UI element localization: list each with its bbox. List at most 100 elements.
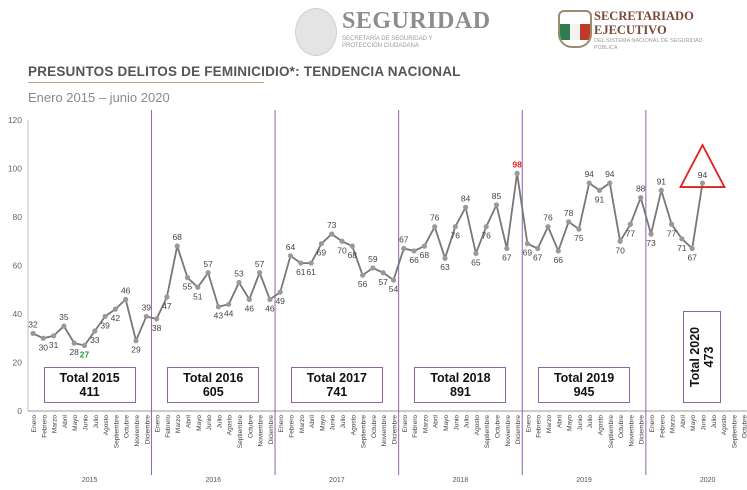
data-label: 35: [59, 312, 69, 322]
data-point: [566, 219, 572, 225]
month-tick-label: Junio: [453, 415, 460, 431]
month-tick-label: Marzo: [422, 415, 429, 433]
data-point: [638, 195, 644, 201]
secretariado-title-line-1: SECRETARIADO: [594, 9, 694, 23]
y-tick-label: 80: [13, 212, 23, 222]
month-tick-label: Octubre: [742, 415, 747, 439]
data-point: [658, 187, 664, 193]
month-tick-label: Octubre: [371, 415, 378, 439]
data-label: 73: [646, 238, 656, 248]
month-tick-label: Julio: [216, 415, 223, 429]
data-point: [607, 180, 613, 186]
data-point: [586, 180, 592, 186]
data-point: [452, 224, 458, 230]
data-point: [112, 306, 118, 312]
data-label: 46: [245, 303, 255, 313]
data-point: [524, 241, 531, 247]
year-label: 2016: [205, 477, 221, 484]
total-box-label: Total 2016: [183, 371, 244, 385]
data-point: [360, 272, 366, 278]
month-tick-label: Enero: [31, 415, 38, 433]
month-tick-label: Abril: [556, 414, 563, 428]
data-point: [51, 333, 57, 339]
secretariado-title-line-2: EJECUTIVO: [594, 23, 667, 37]
chart-subtitle: Enero 2015 – junio 2020: [28, 90, 170, 105]
month-tick-label: Marzo: [670, 415, 677, 433]
total-box-value: 741: [326, 385, 348, 399]
data-point: [504, 245, 510, 252]
total-box-value: 473: [702, 346, 716, 368]
data-label: 67: [502, 253, 512, 263]
data-label: 43: [214, 311, 224, 321]
data-label: 53: [234, 268, 244, 278]
data-label: 76: [430, 213, 440, 223]
y-tick-label: 120: [8, 115, 22, 125]
total-box-value: 945: [573, 385, 595, 399]
data-point: [236, 279, 242, 286]
total-box: Total 2020 473: [683, 311, 721, 403]
data-point: [679, 236, 685, 242]
data-point: [421, 243, 427, 249]
month-tick-label: Agosto: [227, 415, 234, 436]
data-label: 69: [523, 248, 533, 258]
data-label: 77: [626, 228, 636, 238]
data-label: 39: [100, 320, 110, 330]
month-tick-label: Febrero: [412, 415, 419, 438]
month-tick-label: Septiembre: [608, 415, 615, 449]
data-label: 55: [183, 282, 193, 292]
data-label: 66: [554, 255, 564, 265]
month-tick-label: Octubre: [124, 415, 131, 439]
data-label: 32: [28, 319, 38, 329]
data-label: 73: [327, 220, 337, 230]
data-label: 67: [399, 235, 409, 245]
data-label: 54: [389, 284, 399, 294]
data-point: [92, 328, 98, 334]
month-tick-label: Julio: [587, 415, 594, 429]
y-tick-label: 0: [17, 406, 22, 416]
month-tick-label: Febrero: [536, 415, 543, 438]
month-tick-label: Abril: [186, 414, 193, 428]
data-label: 91: [595, 194, 605, 204]
data-point: [380, 270, 386, 276]
data-label: 94: [698, 170, 708, 180]
data-label: 57: [378, 277, 388, 287]
data-point: [329, 231, 335, 237]
month-tick-label: Mayo: [196, 415, 203, 431]
seguridad-title: SEGURIDAD: [342, 8, 491, 34]
data-point: [411, 248, 417, 254]
data-label: 57: [255, 259, 265, 269]
total-box-label: Total 2020: [688, 326, 702, 388]
data-label: 31: [49, 340, 59, 350]
month-tick-label: Mayo: [443, 415, 450, 431]
data-point: [143, 313, 149, 320]
data-label: 66: [409, 255, 419, 265]
data-label: 84: [461, 193, 471, 203]
month-tick-label: Junio: [330, 415, 337, 431]
data-point: [164, 294, 170, 300]
data-point: [308, 260, 314, 266]
data-point: [596, 187, 603, 193]
month-tick-label: Junio: [206, 415, 213, 431]
month-tick-label: Junio: [83, 415, 90, 431]
data-point: [184, 275, 191, 281]
y-tick-label: 100: [8, 164, 22, 174]
year-label: 2020: [700, 477, 716, 484]
data-point: [257, 270, 263, 276]
data-point: [195, 284, 201, 290]
seguridad-subtitle: SECRETARÍA DE SEGURIDAD Y PROTECCIÓN CIU…: [342, 36, 433, 49]
month-tick-label: Octubre: [247, 415, 254, 439]
month-tick-label: Septiembre: [484, 415, 491, 449]
month-tick-label: Octubre: [495, 415, 502, 439]
month-tick-label: Julio: [340, 415, 347, 429]
data-point: [473, 250, 479, 256]
month-tick-label: Agosto: [474, 415, 481, 436]
data-label: 56: [358, 279, 368, 289]
data-label: 33: [90, 335, 100, 345]
data-label: 63: [440, 262, 450, 272]
total-box-label: Total 2017: [306, 371, 367, 385]
data-point: [463, 204, 469, 210]
data-point: [689, 245, 695, 252]
data-point: [71, 340, 77, 346]
year-label: 2019: [576, 477, 592, 484]
month-tick-label: Abril: [433, 414, 440, 428]
